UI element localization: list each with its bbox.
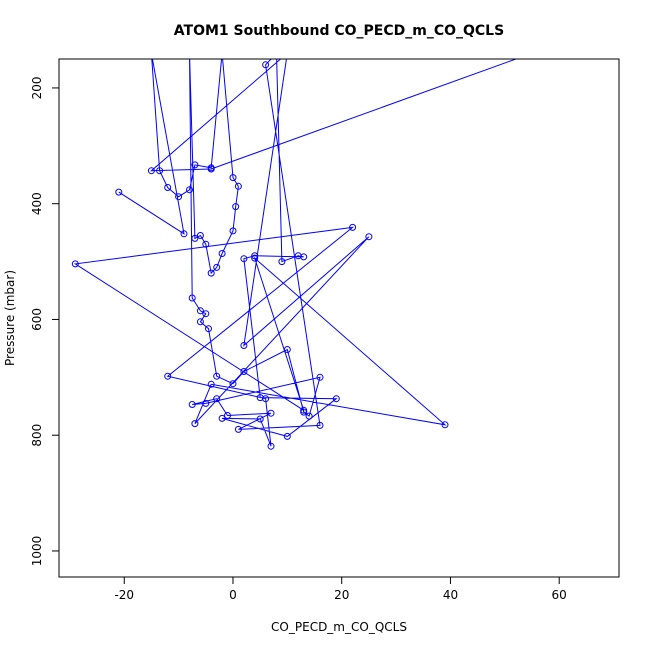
data-point-42 <box>278 258 286 266</box>
data-point-67 <box>529 50 535 56</box>
x-tick-label: -20 <box>114 588 134 602</box>
data-point-52 <box>267 442 275 450</box>
y-tick-label: 600 <box>30 308 44 331</box>
data-point-50 <box>218 414 226 422</box>
x-tick-label: 20 <box>334 588 349 602</box>
data-point-9 <box>219 50 225 56</box>
data-point-57 <box>300 406 308 414</box>
data-point-20 <box>187 50 193 56</box>
y-tick-label: 200 <box>30 76 44 99</box>
x-axis-label: CO_PECD_m_CO_QCLS <box>271 620 407 634</box>
data-point-35 <box>213 395 221 403</box>
data-point-18 <box>196 232 204 239</box>
data-point-33 <box>202 399 210 407</box>
data-point-44 <box>300 253 308 261</box>
data-point-28 <box>240 368 248 375</box>
data-point-16 <box>207 269 215 277</box>
data-point-62 <box>365 233 373 241</box>
data-point-17 <box>202 240 210 248</box>
y-axis-label: Pressure (mbar) <box>3 270 17 366</box>
data-point-46 <box>240 255 248 263</box>
data-point-2 <box>148 50 154 56</box>
x-tick-label: 0 <box>229 588 237 602</box>
data-point-11 <box>234 182 242 190</box>
data-point-34 <box>188 401 196 408</box>
data-point-45 <box>251 252 259 260</box>
data-point-37 <box>267 409 275 417</box>
data-point-23 <box>202 310 210 318</box>
data-point-31 <box>305 412 313 420</box>
data-point-3 <box>156 167 164 175</box>
data-point-65 <box>147 167 155 175</box>
data-point-13 <box>229 227 237 235</box>
data-point-36 <box>224 412 231 419</box>
data-point-66 <box>207 165 215 173</box>
data-point-10 <box>229 174 237 182</box>
series-line <box>73 59 518 447</box>
data-point-7 <box>191 161 199 169</box>
data-point-58 <box>251 254 259 262</box>
data-point-22 <box>196 307 204 315</box>
data-point-39 <box>316 421 324 429</box>
data-point-54 <box>164 372 172 380</box>
data-point-24 <box>196 318 204 326</box>
data-point-26 <box>213 372 221 380</box>
data-point-53 <box>262 395 270 403</box>
data-point-1 <box>180 230 188 238</box>
data-point-56 <box>71 260 79 268</box>
data-point-48 <box>332 395 340 403</box>
data-point-41 <box>274 50 280 56</box>
data-point-12 <box>232 203 240 211</box>
plot-frame <box>58 58 620 578</box>
x-tick-label: 40 <box>443 588 458 602</box>
data-point-15 <box>213 263 221 271</box>
data-point-51 <box>256 415 264 423</box>
data-point-59 <box>441 421 449 429</box>
x-tick-label: 60 <box>552 588 567 602</box>
data-point-5 <box>175 193 183 201</box>
data-point-14 <box>218 250 226 257</box>
marks-layer <box>71 50 535 450</box>
data-point-25 <box>205 325 212 333</box>
data-point-49 <box>283 432 291 440</box>
data-point-61 <box>191 420 199 428</box>
data-point-6 <box>186 186 193 194</box>
data-point-0 <box>115 188 123 196</box>
y-tick-label: 800 <box>30 424 44 447</box>
data-point-55 <box>349 223 357 231</box>
data-point-29 <box>283 346 291 353</box>
data-point-27 <box>229 380 237 388</box>
y-tick-label: 1000 <box>30 536 44 567</box>
data-point-19 <box>191 234 199 242</box>
data-point-4 <box>164 184 172 191</box>
data-point-40 <box>262 61 270 69</box>
data-point-32 <box>316 373 324 381</box>
data-point-64 <box>284 50 290 56</box>
data-point-60 <box>207 380 215 388</box>
chart-title: ATOM1 Southbound CO_PECD_m_CO_QCLS <box>174 23 504 39</box>
data-point-21 <box>188 294 196 302</box>
axes-layer: -20 0 20 40 60 200 400 600 800 1000 <box>30 76 567 602</box>
y-tick-label: 400 <box>30 192 44 215</box>
data-point-38 <box>234 425 242 433</box>
data-point-63 <box>240 342 248 349</box>
